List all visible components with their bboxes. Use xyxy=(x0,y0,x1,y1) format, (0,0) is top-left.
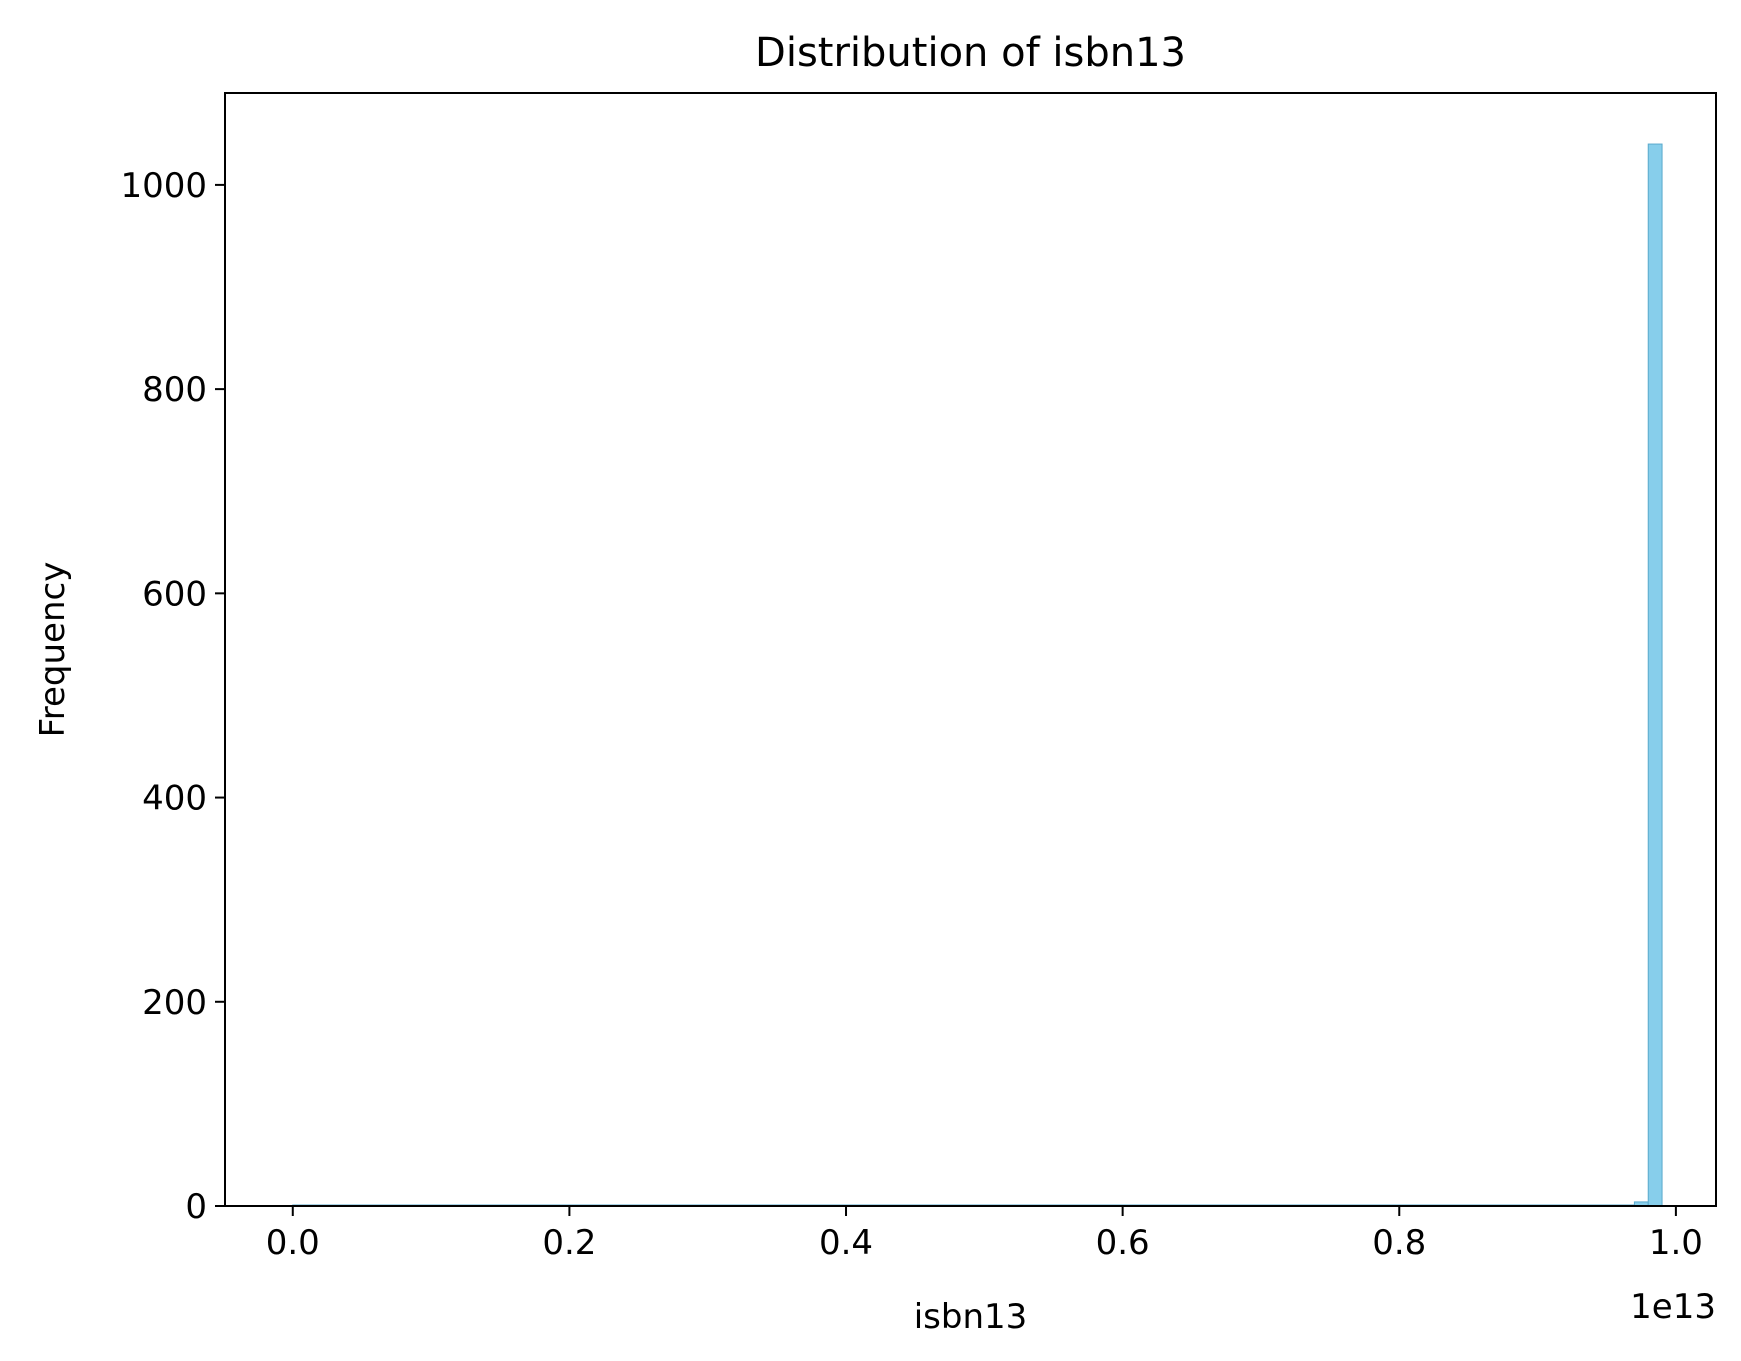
x-tick-label: 1.0 xyxy=(1649,1223,1703,1263)
plot-frame xyxy=(224,92,1717,1207)
x-axis-label: isbn13 xyxy=(914,1297,1028,1337)
x-tick-label: 0.2 xyxy=(542,1223,596,1263)
x-tick-label: 0.6 xyxy=(1096,1223,1150,1263)
y-tick-label: 0 xyxy=(185,1187,207,1227)
x-tick-label: 0.0 xyxy=(266,1223,320,1263)
histogram-bar xyxy=(1647,143,1663,1207)
x-tick-label: 0.4 xyxy=(819,1223,873,1263)
y-tick-label: 200 xyxy=(142,983,207,1023)
chart-title: Distribution of isbn13 xyxy=(755,30,1186,76)
y-tick-label: 600 xyxy=(142,574,207,614)
y-tick-label: 1000 xyxy=(120,166,207,206)
y-axis-label: Frequency xyxy=(33,562,73,738)
ticks-layer: 0.0 0.2 0.4 0.6 0.8 1.0 0 200 400 600 800 1000 xyxy=(120,166,1702,1263)
y-tick-label: 400 xyxy=(142,779,207,819)
y-tick-label: 800 xyxy=(142,370,207,410)
x-axis-offset-label: 1e13 xyxy=(1630,1287,1716,1327)
x-tick-label: 0.8 xyxy=(1372,1223,1426,1263)
